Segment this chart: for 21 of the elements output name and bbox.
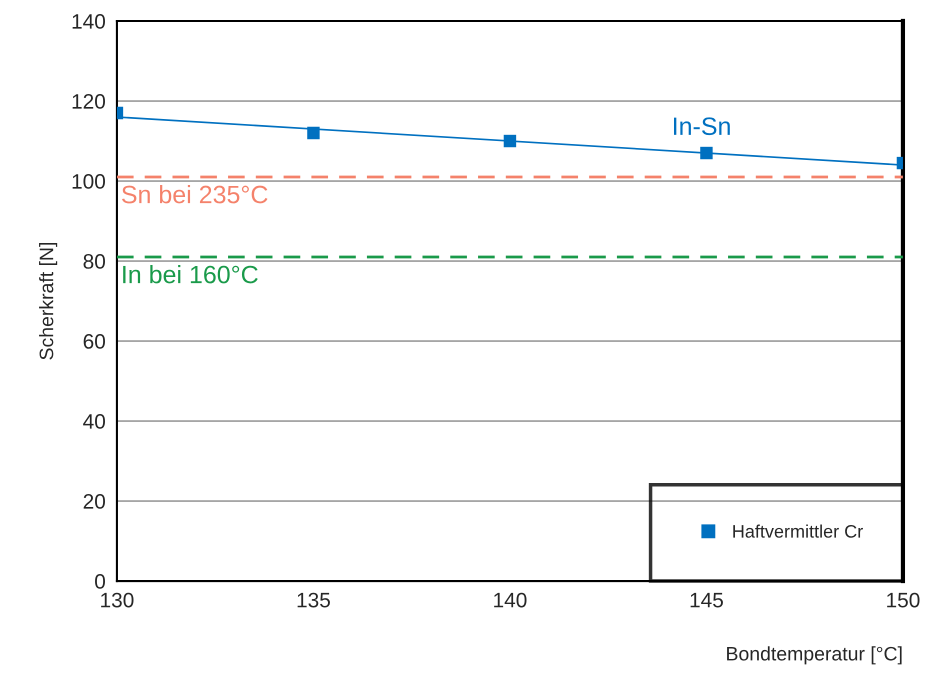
y-tick-label: 40 xyxy=(83,414,106,429)
y-tick-label: 0 xyxy=(95,574,106,589)
legend-label: Haftvermittler Cr xyxy=(733,524,863,538)
y-tick-label: 100 xyxy=(72,174,106,189)
ref-line-label: In bei 160°C xyxy=(123,265,258,284)
y-tick-label: 20 xyxy=(84,494,106,509)
y-tick-label: 120 xyxy=(72,94,106,109)
x-tick-label: 150 xyxy=(887,592,920,608)
x-axis-title: Bondtemperatur [°C] xyxy=(727,646,902,664)
x-tick-label: 135 xyxy=(298,592,330,608)
point xyxy=(504,134,516,148)
point xyxy=(307,126,320,140)
x-tick-label: 130 xyxy=(101,592,134,608)
y-tick-label: 60 xyxy=(84,334,106,349)
y-axis-title: Scherkraft [N] xyxy=(39,242,58,360)
x-tick-label: 145 xyxy=(690,592,723,608)
series-label: In-Sn xyxy=(674,117,730,136)
y-tick-label: 140 xyxy=(72,14,106,29)
y-tick-label: 80 xyxy=(84,254,106,269)
ref-line-label: Sn bei 235°C xyxy=(122,185,268,204)
x-tick-label: 140 xyxy=(494,592,527,608)
